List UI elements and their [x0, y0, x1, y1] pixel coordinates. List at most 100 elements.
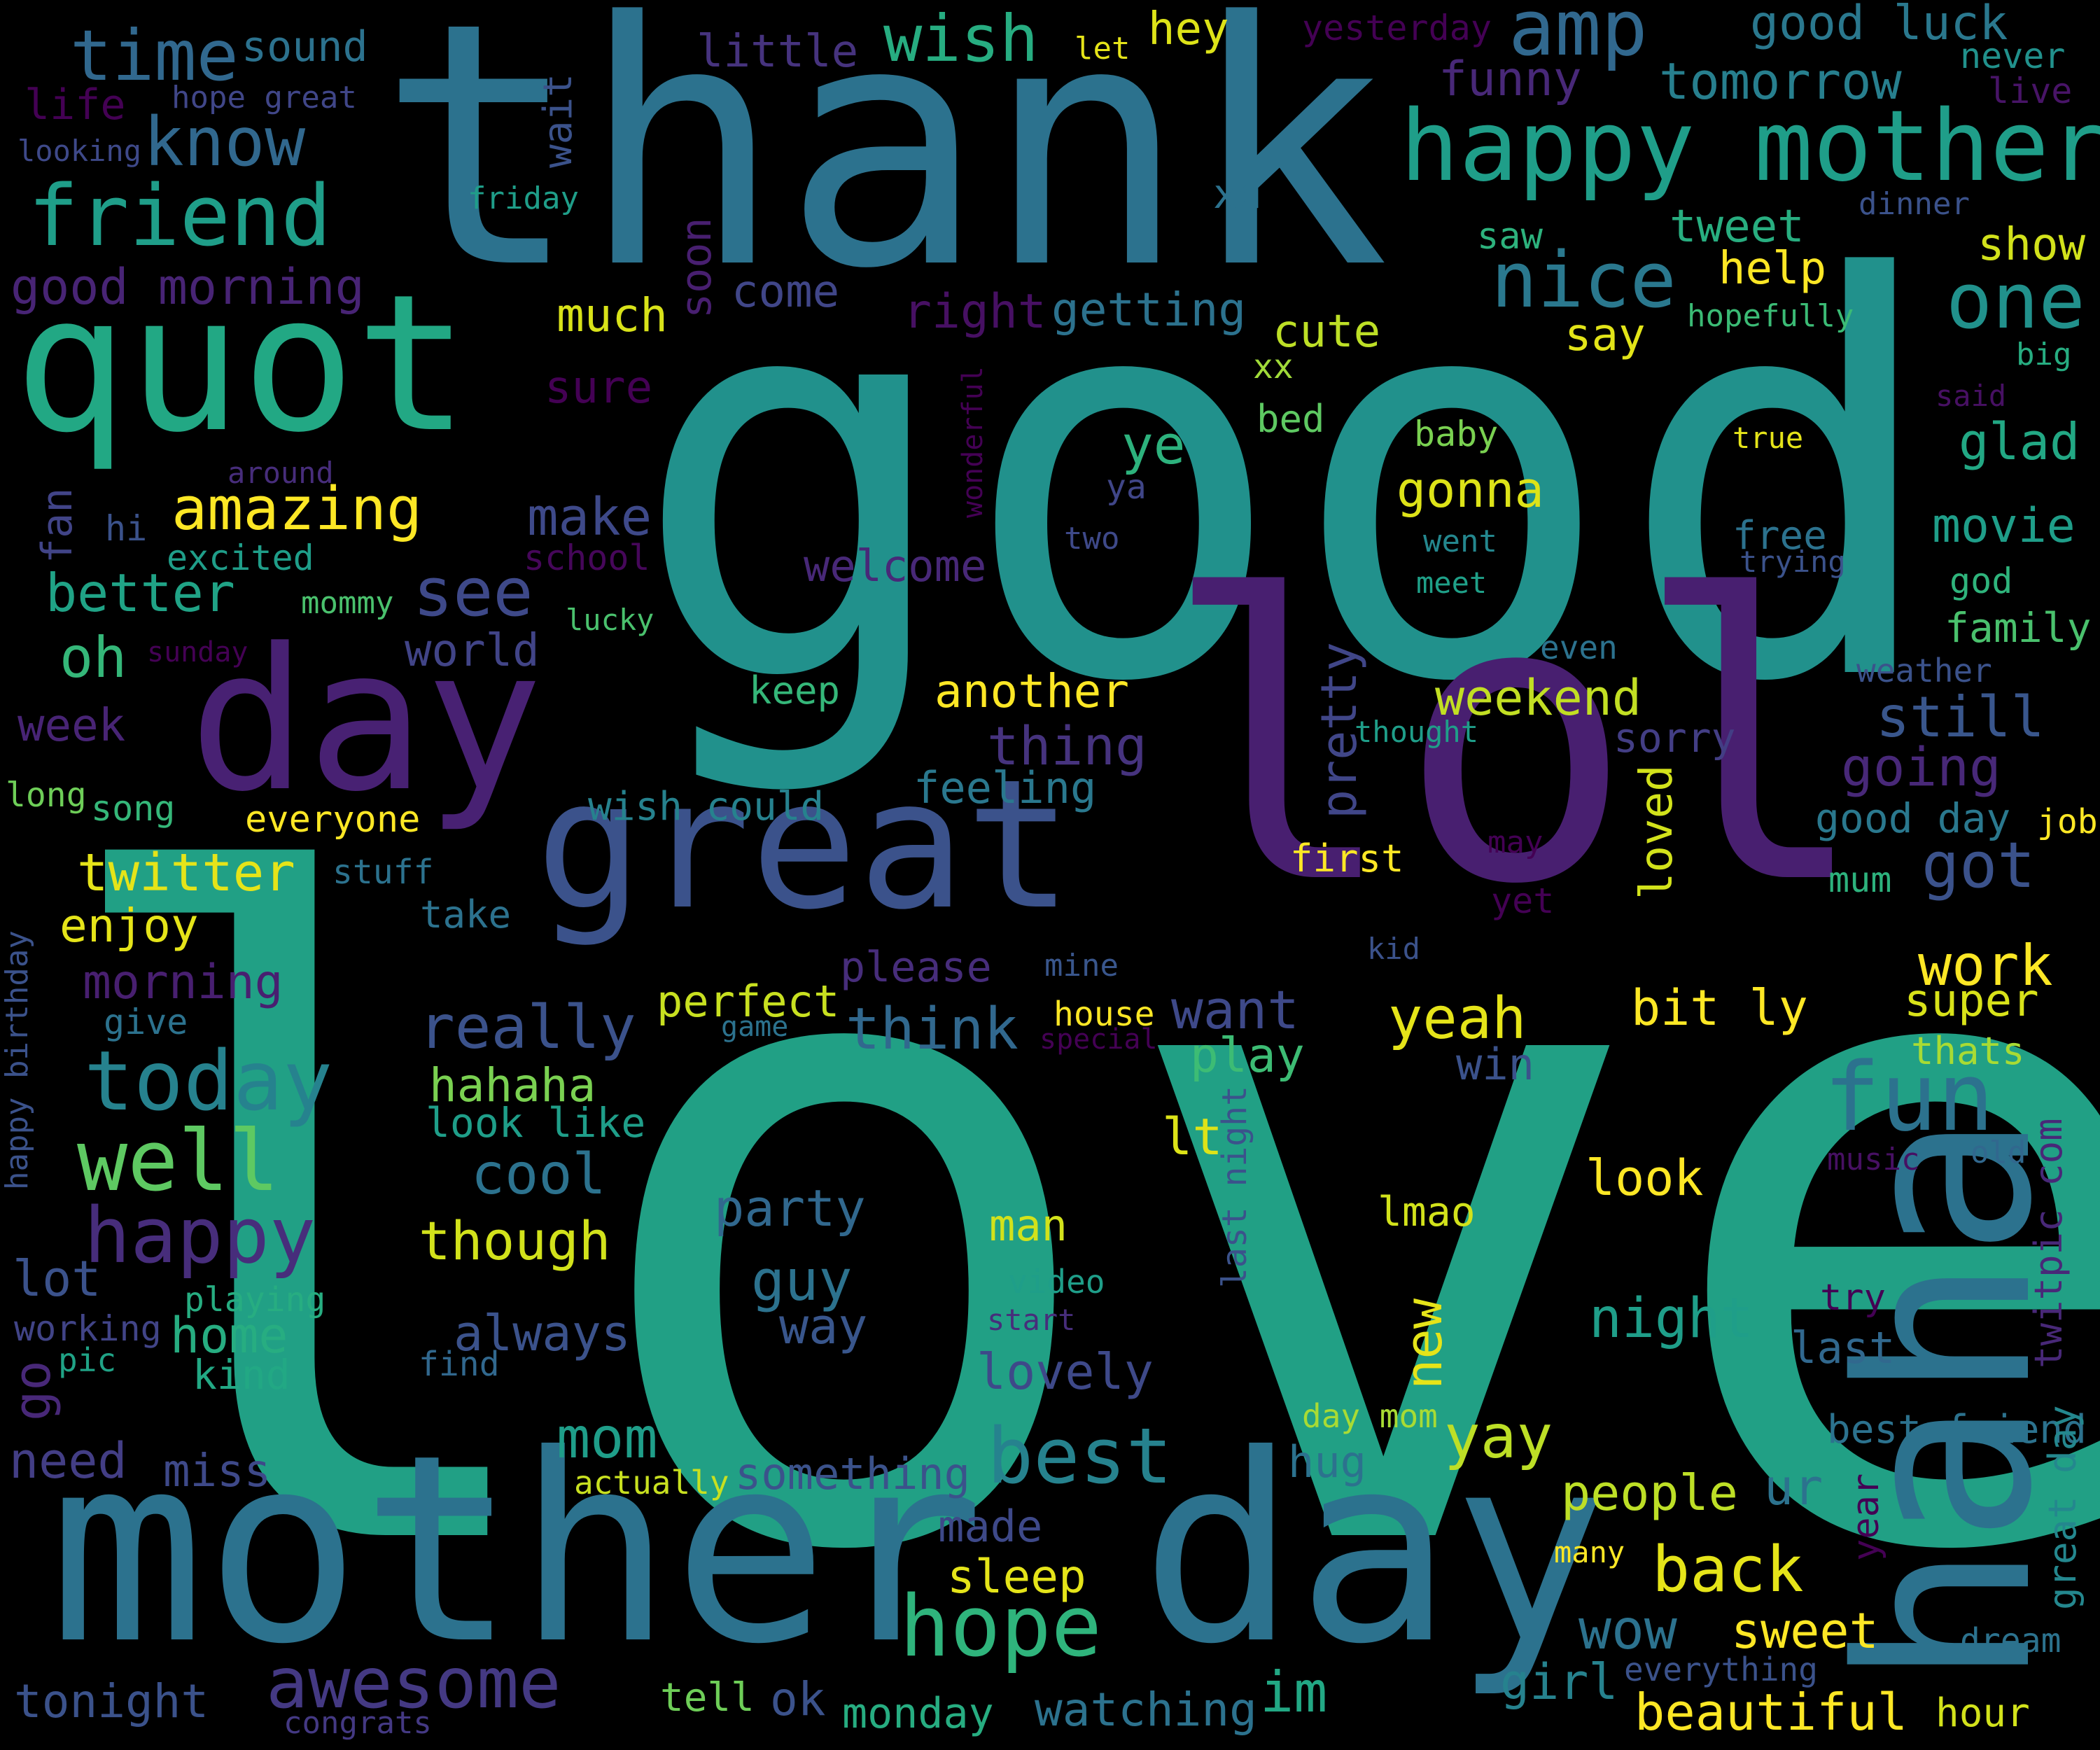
word-nice: nice: [1491, 235, 1676, 325]
word-back: back: [1652, 1533, 1804, 1606]
word-please: please: [840, 943, 992, 992]
word-friday: friday: [468, 181, 579, 216]
word-last-night: last night: [1215, 1086, 1254, 1288]
word-thing: thing: [987, 715, 1147, 777]
word-said: said: [1935, 379, 2007, 413]
word-right: right: [903, 284, 1046, 340]
word-new: new: [1394, 1298, 1453, 1390]
word-awesome: awesome: [266, 1642, 561, 1724]
word-mine: mine: [1044, 948, 1119, 983]
word-welcome: welcome: [804, 540, 987, 592]
word-want: want: [1171, 979, 1300, 1041]
word-day: day: [189, 607, 543, 835]
word-sweet: sweet: [1731, 1602, 1879, 1660]
word-excited: excited: [167, 538, 314, 578]
word-come: come: [732, 266, 840, 318]
word-yay: yay: [1444, 1402, 1553, 1472]
word-special: special: [1040, 1023, 1158, 1056]
word-one: one: [1946, 256, 2085, 346]
word-tell: tell: [660, 1675, 755, 1721]
word-try: try: [1820, 1277, 1886, 1319]
word-loved: loved: [1631, 764, 1683, 899]
word-everyone: everyone: [245, 799, 421, 841]
word-sleep: sleep: [947, 1550, 1086, 1604]
word-soon: soon: [672, 217, 721, 319]
word-work: work: [1918, 933, 2053, 998]
word-got: got: [1921, 829, 2036, 902]
word-big: big: [2016, 337, 2072, 372]
word-tonight: tonight: [14, 1674, 209, 1728]
word-good-luck: good luck: [1750, 0, 2008, 51]
word-weekend: weekend: [1435, 669, 1642, 727]
word-give: give: [104, 1002, 188, 1042]
word-see: see: [413, 554, 533, 631]
word-lovely: lovely: [976, 1343, 1154, 1401]
word-party: party: [714, 1179, 866, 1238]
word-job: job: [2037, 802, 2098, 841]
word-lt: lt: [1162, 1107, 1223, 1166]
word-know: know: [144, 103, 306, 181]
word-still: still: [1876, 685, 2045, 750]
word-need: need: [9, 1432, 127, 1490]
word-look-like: look like: [426, 1099, 646, 1147]
word-ye: ye: [1121, 414, 1186, 476]
word-pretty: pretty: [1310, 642, 1368, 819]
word-went: went: [1423, 524, 1497, 559]
word-play: play: [1190, 1028, 1305, 1084]
word-super: super: [1904, 975, 2039, 1027]
word-wow: wow: [1578, 1599, 1677, 1662]
word-life: life: [24, 80, 126, 130]
word-meet: meet: [1416, 566, 1488, 600]
word-going: going: [1841, 736, 2001, 798]
word-weather: weather: [1856, 652, 1992, 690]
word-perfect: perfect: [657, 976, 840, 1027]
word-glad: glad: [1959, 412, 2080, 471]
word-hope-great: hope great: [172, 80, 357, 115]
word-good-morning: good morning: [10, 258, 365, 316]
word-happy-mother: happy mother: [1400, 90, 2100, 204]
word-best-friend: best friend: [1827, 1407, 2087, 1452]
word-actually: actually: [574, 1464, 729, 1502]
word-people: people: [1561, 1464, 1738, 1522]
word-ya: ya: [1106, 468, 1147, 507]
word-great-day: great day: [2040, 1405, 2085, 1610]
word-wait: wait: [536, 74, 581, 168]
word-watching: watching: [1035, 1683, 1257, 1737]
word-oh: oh: [59, 625, 127, 690]
word-twitter: twitter: [77, 843, 295, 903]
word-monday: monday: [842, 1689, 994, 1738]
word-school: school: [524, 538, 650, 578]
word-gonna: gonna: [1396, 461, 1544, 519]
word-song: song: [91, 788, 176, 829]
word-hi: hi: [105, 508, 148, 549]
word-thank: thank: [378, 0, 1390, 342]
word-free: free: [1732, 513, 1827, 559]
word-really: really: [419, 993, 636, 1063]
word-enjoy: enjoy: [59, 899, 199, 953]
word-old: old: [1970, 1135, 2026, 1170]
word-make: make: [527, 487, 652, 547]
word-last: last: [1791, 1322, 1896, 1373]
word-hope: hope: [899, 1578, 1102, 1676]
word-show: show: [1977, 219, 2086, 271]
word-video: video: [1008, 1263, 1105, 1301]
word-xd: xd: [1213, 170, 1262, 218]
word-cool: cool: [471, 1142, 606, 1207]
word-live: live: [1988, 71, 2073, 111]
word-day-mom: day mom: [1302, 1397, 1438, 1435]
word-thought: thought: [1354, 715, 1479, 749]
word-looking: looking: [18, 134, 142, 168]
word-hey: hey: [1148, 4, 1229, 55]
word-thats: thats: [1911, 1029, 2025, 1073]
word-another: another: [934, 664, 1130, 718]
word-mum: mum: [1828, 860, 1892, 900]
word-mom: mom: [556, 1406, 658, 1471]
word-year: year: [1845, 1473, 1887, 1561]
word-fun: fun: [1823, 1042, 1994, 1152]
word-amazing: amazing: [172, 475, 423, 544]
word-trying: trying: [1740, 545, 1846, 579]
word-something: something: [735, 1448, 970, 1499]
word-stuff: stuff: [332, 853, 434, 892]
word-tweet: tweet: [1670, 201, 1805, 253]
word-working: working: [14, 1308, 162, 1349]
